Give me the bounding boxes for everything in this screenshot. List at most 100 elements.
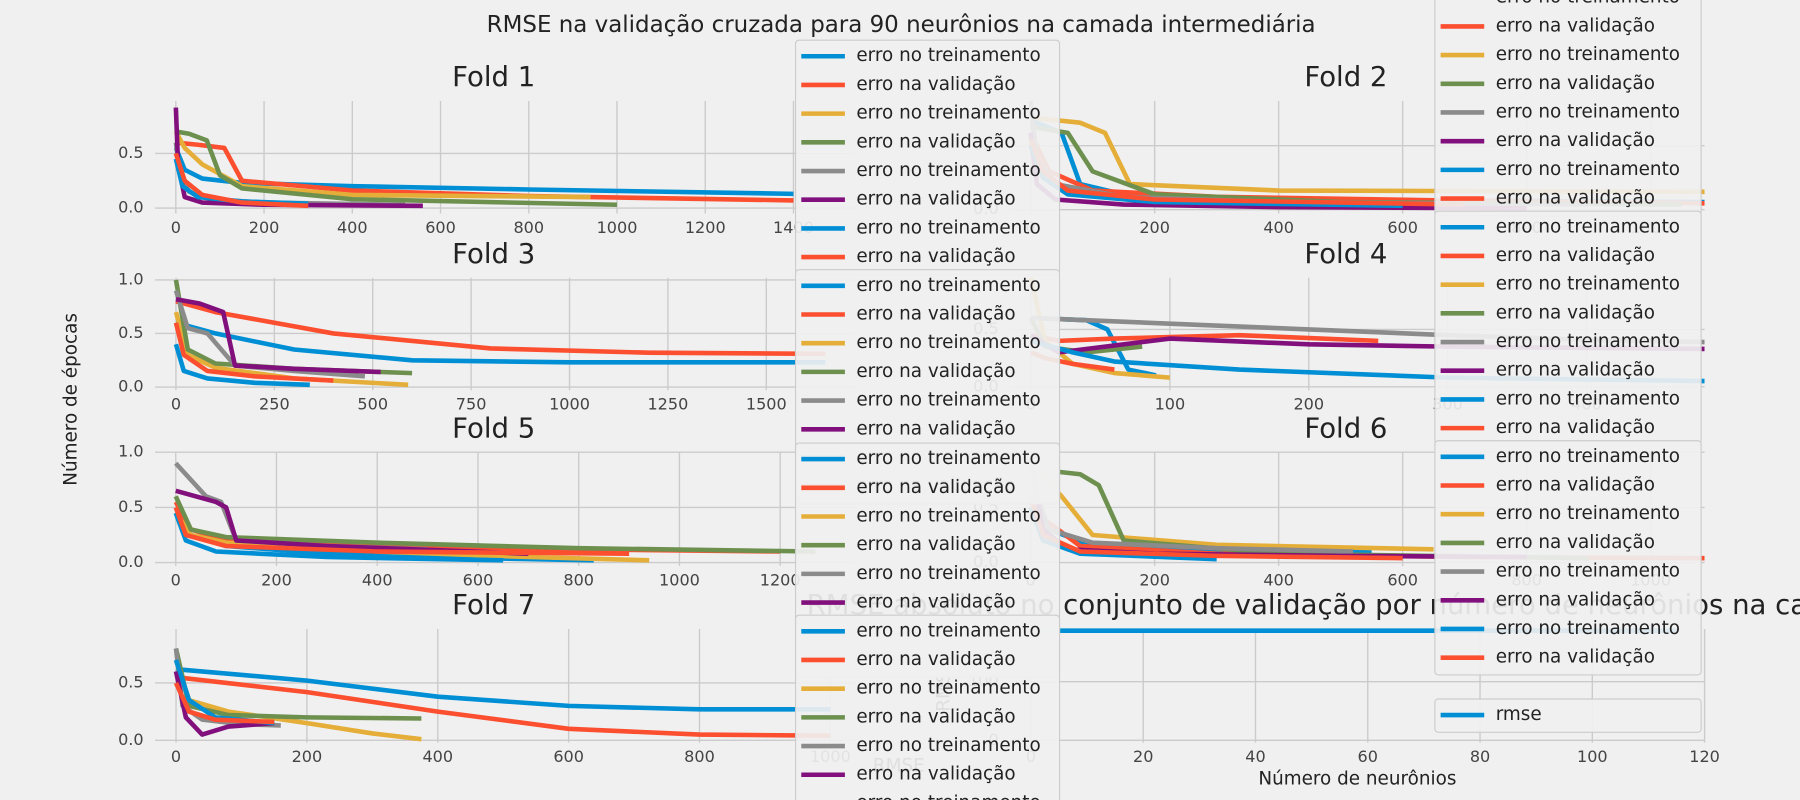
- legend-label: erro no treinamento: [1496, 0, 1680, 8]
- legend-label: erro no treinamento: [856, 217, 1040, 238]
- legend-label: erro no treinamento: [856, 620, 1040, 641]
- x-tick-label: 1000: [549, 395, 590, 414]
- series-line: [175, 296, 381, 375]
- legend-label: erro na validação: [856, 534, 1015, 555]
- series-line: [173, 152, 309, 209]
- legend-label: erro na validação: [856, 74, 1015, 95]
- x-tick-label: 200: [292, 747, 323, 766]
- legend-label: erro no treinamento: [856, 103, 1040, 124]
- legend-label: erro no treinamento: [856, 678, 1040, 699]
- x-tick-label: 0: [171, 570, 181, 589]
- legend-box: [794, 614, 1061, 800]
- x-tick-label: 1250: [647, 395, 688, 414]
- legend-label: erro na validação: [1496, 302, 1655, 323]
- series-line: [173, 681, 275, 725]
- y-tick-label: 0.0: [118, 198, 144, 217]
- subplot-title: Fold 4: [1304, 238, 1387, 270]
- legend-label: erro no treinamento: [856, 448, 1040, 469]
- series-line: [175, 666, 831, 712]
- x-tick-label: 1200: [760, 570, 801, 589]
- x-tick-label: 80: [1470, 747, 1490, 766]
- legend-label: erro na validação: [856, 246, 1015, 267]
- x-tick-label: 800: [563, 570, 594, 589]
- series-line: [175, 299, 826, 357]
- y-tick-label: 0.5: [118, 143, 144, 162]
- figure-ylabel: Número de épocas: [60, 313, 81, 486]
- x-tick-label: 600: [553, 747, 584, 766]
- legend-label: erro no treinamento: [856, 505, 1040, 526]
- figure-title: RMSE na validação cruzada para 90 neurôn…: [487, 12, 1316, 38]
- x-tick-label: 400: [1263, 218, 1294, 237]
- legend-label: erro na validação: [1496, 589, 1655, 610]
- x-tick-label: 500: [357, 395, 388, 414]
- x-tick-label: 1500: [746, 395, 787, 414]
- x-tick-label: 400: [422, 747, 453, 766]
- x-tick-label: 0: [171, 395, 181, 414]
- series-line: [175, 129, 618, 208]
- legend-label: erro no treinamento: [1496, 331, 1680, 352]
- subplot-title: Fold 5: [452, 412, 535, 444]
- legend-label: erro na validação: [1496, 245, 1655, 266]
- legend-label: erro no treinamento: [856, 332, 1040, 353]
- series-line: [173, 495, 816, 554]
- x-tick-label: 750: [456, 395, 487, 414]
- y-tick-label: 0.0: [118, 377, 144, 396]
- x-tick-label: 0: [171, 218, 181, 237]
- subplot-title: Fold 6: [1304, 412, 1387, 444]
- x-tick-label: 250: [259, 395, 290, 414]
- x-tick-label: 400: [362, 570, 393, 589]
- legend-label: erro no treinamento: [856, 792, 1040, 800]
- x-tick-label: 60: [1358, 747, 1378, 766]
- series-line: [175, 674, 831, 739]
- legend-label: erro no treinamento: [1496, 44, 1680, 65]
- legend-label: erro na validação: [856, 477, 1015, 498]
- series-line: [1030, 115, 1705, 195]
- x-tick-label: 1200: [685, 218, 726, 237]
- x-tick-label: 40: [1245, 747, 1265, 766]
- legend-label: erro na validação: [1496, 188, 1655, 209]
- legend-label: erro no treinamento: [856, 160, 1040, 181]
- legend-label: erro na validação: [856, 131, 1015, 152]
- legend-label: erro na validação: [856, 303, 1015, 324]
- series-line: [173, 322, 334, 383]
- subplot-title: Fold 3: [452, 238, 535, 270]
- legend-label: erro na validação: [1496, 417, 1655, 438]
- legend-label: erro no treinamento: [1496, 274, 1680, 295]
- series-line: [173, 289, 366, 379]
- legend-label: erro na validação: [1496, 532, 1655, 553]
- x-tick-label: 20: [1133, 747, 1153, 766]
- x-tick-label: 0: [171, 747, 181, 766]
- legend-label: erro na validação: [1496, 73, 1655, 94]
- legend-label: erro no treinamento: [1496, 159, 1680, 180]
- legend-label: erro no treinamento: [856, 735, 1040, 756]
- x-tick-label: 600: [1387, 218, 1418, 237]
- y-tick-label: 0.5: [118, 497, 144, 516]
- x-tick-label: 100: [1577, 747, 1608, 766]
- legend-label: erro na validação: [856, 649, 1015, 670]
- y-tick-label: 0.0: [118, 552, 144, 571]
- legend-label: erro na validação: [856, 764, 1015, 785]
- x-tick-label: 200: [1293, 395, 1324, 414]
- x-tick-label: 800: [684, 747, 715, 766]
- legend-label: erro no treinamento: [856, 563, 1040, 584]
- subplot-title: Fold 2: [1304, 61, 1387, 93]
- legend-label: erro na validação: [856, 706, 1015, 727]
- legend-label: rmse: [1496, 704, 1542, 725]
- series-line: [173, 506, 630, 556]
- x-tick-label: 200: [1139, 570, 1170, 589]
- x-tick-label: 800: [513, 218, 544, 237]
- legend-label: erro na validação: [1496, 130, 1655, 151]
- x-axis-label: Número de neurônios: [1258, 768, 1456, 789]
- y-tick-label: 1.0: [118, 442, 144, 461]
- legend-box: [1434, 440, 1702, 676]
- x-tick-label: 400: [337, 218, 368, 237]
- legend-label: erro no treinamento: [1496, 101, 1680, 122]
- x-tick-label: 600: [1387, 570, 1418, 589]
- legend-label: erro no treinamento: [1496, 388, 1680, 409]
- y-tick-label: 0.5: [118, 672, 144, 691]
- subplot-title: Fold 1: [452, 61, 535, 93]
- x-tick-label: 1000: [659, 570, 700, 589]
- x-tick-label: 600: [463, 570, 494, 589]
- legend-label: erro na validação: [856, 592, 1015, 613]
